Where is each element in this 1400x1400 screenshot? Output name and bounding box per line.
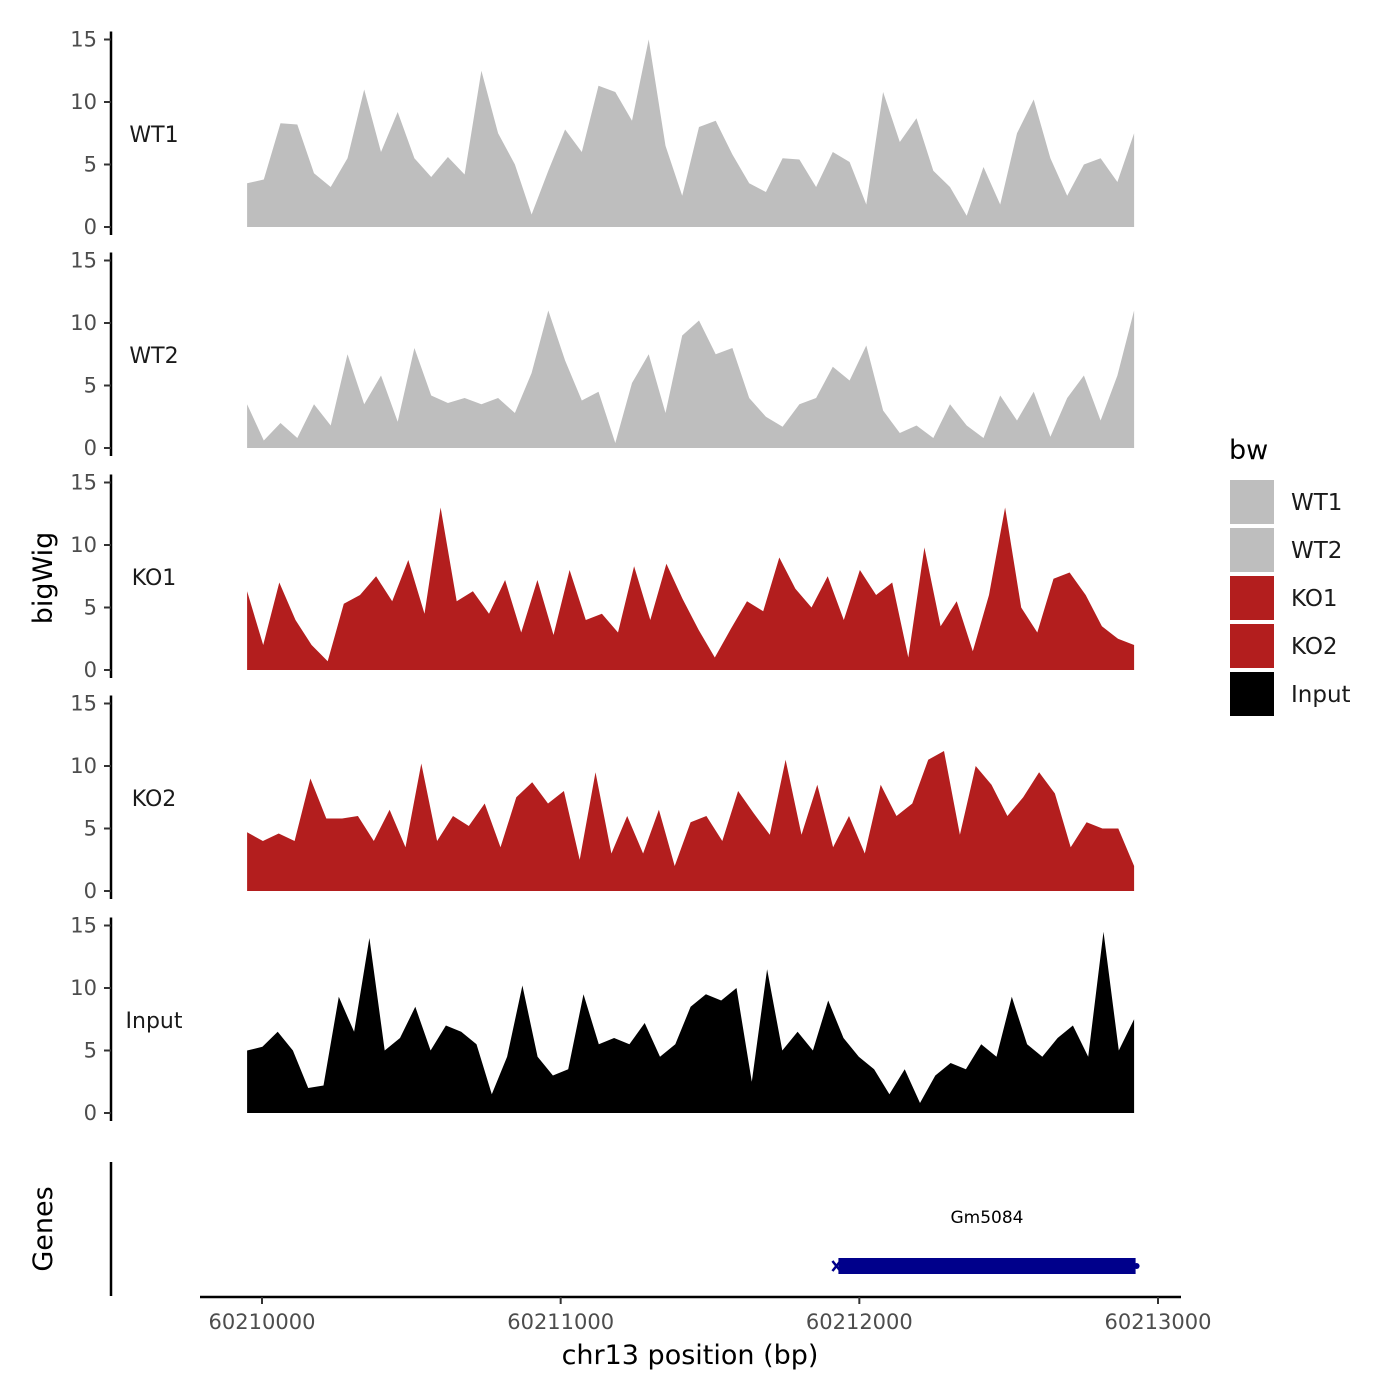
- y-tick-label: 5: [84, 153, 97, 177]
- track-wt1: 0 5 10 15 WT1: [70, 28, 1135, 239]
- track-ko1: 0 5 10 15 KO1: [70, 471, 1135, 682]
- signal-area-input: [247, 931, 1135, 1113]
- y-tick-label: 0: [84, 1101, 97, 1125]
- y-tick-label: 0: [84, 215, 97, 239]
- x-tick-label: 60212000: [806, 1310, 913, 1334]
- track-wt2: 0 5 10 15 WT2: [70, 249, 1135, 460]
- legend-label: Input: [1291, 682, 1351, 708]
- track-label: KO2: [132, 787, 177, 812]
- track-label: WT1: [129, 123, 178, 148]
- legend: bw WT1 WT2 KO1 KO2 Input: [1229, 435, 1351, 716]
- track-label: Input: [126, 1009, 183, 1034]
- y-tick-label: 10: [70, 976, 97, 1000]
- legend-swatch: [1230, 480, 1274, 524]
- y-tick-label: 5: [84, 374, 97, 398]
- y-tick-label: 0: [84, 658, 97, 682]
- legend-swatch: [1230, 624, 1274, 668]
- legend-swatch: [1230, 528, 1274, 572]
- legend-title: bw: [1229, 435, 1268, 466]
- y-tick-label: 10: [70, 90, 97, 114]
- signal-area-ko2: [247, 751, 1135, 891]
- y-tick-label: 15: [70, 28, 97, 52]
- y-tick-label: 10: [70, 311, 97, 335]
- gene-track: Genes Gm5084: [28, 1162, 1140, 1296]
- y-axis-title-group: bigWig: [28, 532, 59, 625]
- signal-tracks: 0 5 10 15 WT1 0 5 10 15 WT2 0 5 10 15 KO1 0 5 10 15 KO2 0 5 10…: [70, 28, 1135, 1125]
- y-tick-label: 5: [84, 596, 97, 620]
- gene-track-title: Genes: [28, 1186, 59, 1271]
- gene-gm5084: Gm5084: [831, 1208, 1140, 1274]
- y-tick-label: 15: [70, 471, 97, 495]
- y-axis-title: bigWig: [28, 532, 59, 625]
- x-tick-label: 60210000: [209, 1310, 316, 1334]
- signal-area-wt1: [247, 39, 1135, 227]
- track-label: WT2: [129, 344, 178, 369]
- gene-label: Gm5084: [951, 1208, 1024, 1228]
- legend-label: KO1: [1291, 586, 1338, 612]
- gene-end-marker: [1133, 1263, 1140, 1269]
- y-tick-label: 5: [84, 1039, 97, 1063]
- y-tick-label: 10: [70, 533, 97, 557]
- legend-swatch: [1230, 576, 1274, 620]
- legend-label: KO2: [1291, 634, 1338, 660]
- legend-label: WT2: [1291, 538, 1342, 564]
- legend-item-wt2: WT2: [1230, 528, 1342, 572]
- x-axis-title: chr13 position (bp): [562, 1340, 819, 1371]
- y-tick-label: 15: [70, 914, 97, 938]
- legend-item-wt1: WT1: [1230, 480, 1342, 524]
- y-tick-label: 10: [70, 754, 97, 778]
- y-tick-label: 0: [84, 436, 97, 460]
- track-ko2: 0 5 10 15 KO2: [70, 692, 1135, 903]
- legend-item-input: Input: [1230, 672, 1351, 716]
- legend-item-ko1: KO1: [1230, 576, 1338, 620]
- x-tick-label: 60211000: [507, 1310, 614, 1334]
- legend-item-ko2: KO2: [1230, 624, 1338, 668]
- x-axis: 60210000 60211000 60212000 60213000: [200, 1295, 1212, 1334]
- y-tick-label: 0: [84, 879, 97, 903]
- legend-label: WT1: [1291, 490, 1342, 516]
- strand-arrow-icon: [831, 1260, 842, 1272]
- gene-body: [838, 1258, 1136, 1274]
- signal-area-ko1: [247, 507, 1135, 670]
- y-tick-label: 15: [70, 692, 97, 716]
- y-tick-label: 5: [84, 817, 97, 841]
- track-label: KO1: [132, 566, 177, 591]
- track-input: 0 5 10 15 Input: [70, 914, 1135, 1125]
- legend-swatch: [1230, 672, 1274, 716]
- y-tick-label: 15: [70, 249, 97, 273]
- x-tick-label: 60213000: [1105, 1310, 1212, 1334]
- signal-area-wt2: [247, 310, 1135, 448]
